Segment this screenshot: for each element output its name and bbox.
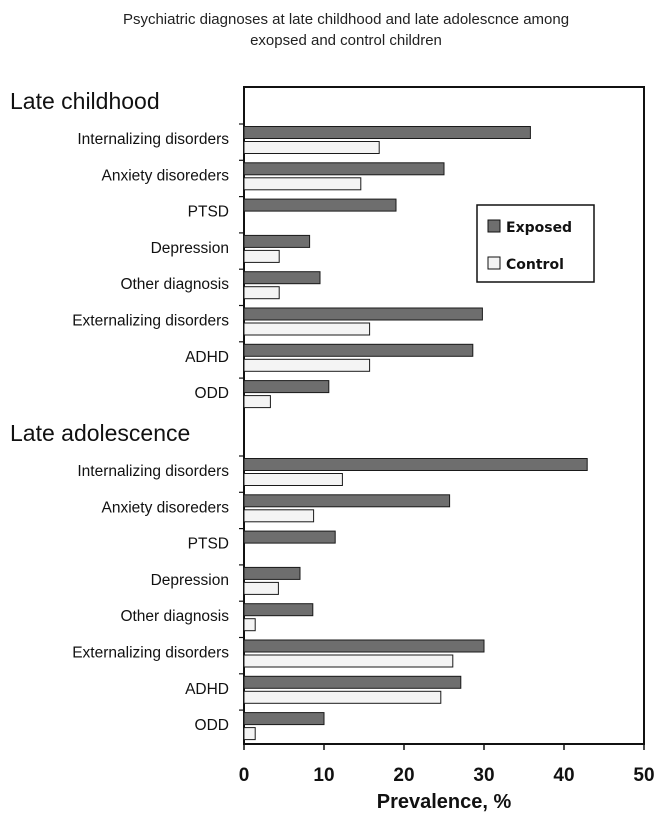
group-label-late-childhood: Late childhood	[10, 88, 160, 114]
category-labels-layer: Late childhood Internalizing disorders Anx…	[10, 88, 244, 734]
x-tick-label-10: 10	[313, 765, 334, 786]
bar-exposed-g0-externalizing-disorders	[243, 307, 483, 321]
bar-exposed-g1-adhd	[243, 675, 462, 689]
legend-swatch-control	[487, 256, 501, 270]
x-tick-label-20: 20	[393, 765, 414, 786]
bar-control-g0-odd	[243, 395, 271, 409]
bar-exposed-g1-externalizing-disorders	[243, 639, 485, 653]
x-tick-label-0: 0	[239, 765, 250, 786]
chart-title-line-2: exopsed and control children	[250, 32, 442, 49]
x-tick-label-50: 50	[633, 765, 654, 786]
bar-exposed-g0-adhd	[243, 343, 474, 357]
category-label-g1-ptsd: PTSD	[188, 536, 229, 553]
category-label-g0-internalizing-disorders: Internalizing disorders	[77, 131, 229, 148]
bar-exposed-g0-depression	[243, 234, 311, 248]
legend-label-control: Control	[506, 257, 564, 273]
category-label-g1-other-diagnosis: Other diagnosis	[120, 608, 229, 625]
bar-exposed-g0-odd	[243, 380, 330, 394]
legend: Exposed Control	[476, 204, 595, 283]
category-label-g0-ptsd: PTSD	[188, 204, 229, 221]
category-label-g1-anxiety-disoreders: Anxiety disoreders	[101, 499, 229, 516]
bar-control-g0-depression	[243, 249, 280, 263]
bar-exposed-g1-depression	[243, 566, 301, 580]
bar-control-g1-adhd	[243, 690, 442, 704]
bar-exposed-g0-other-diagnosis	[243, 271, 321, 285]
bar-control-g0-externalizing-disorders	[243, 322, 371, 336]
category-label-g1-odd: ODD	[195, 717, 229, 734]
bar-control-g1-depression	[243, 581, 279, 595]
chart-title-line-1: Psychiatric diagnoses at late childhood …	[123, 11, 569, 28]
category-label-g0-anxiety-disoreders: Anxiety disoreders	[101, 167, 229, 184]
bar-control-g0-adhd	[243, 358, 371, 372]
category-label-g1-adhd: ADHD	[185, 681, 229, 698]
bar-exposed-g1-other-diagnosis	[243, 603, 314, 617]
legend-label-exposed: Exposed	[506, 220, 572, 236]
category-label-g0-other-diagnosis: Other diagnosis	[120, 276, 229, 293]
bar-control-g1-other-diagnosis	[243, 618, 256, 632]
group-label-late-adolescence: Late adolescence	[10, 420, 190, 446]
category-label-g0-externalizing-disorders: Externalizing disorders	[72, 313, 229, 330]
bar-exposed-g0-anxiety-disoreders	[243, 162, 445, 176]
x-axis: 0 10 20 30 40 50	[239, 744, 655, 786]
category-label-g1-externalizing-disorders: Externalizing disorders	[72, 645, 229, 662]
category-label-g0-adhd: ADHD	[185, 349, 229, 366]
category-label-g1-internalizing-disorders: Internalizing disorders	[77, 463, 229, 480]
bar-exposed-g0-ptsd	[243, 198, 397, 212]
bar-control-g1-externalizing-disorders	[243, 654, 454, 668]
bar-control-g1-odd	[243, 727, 256, 741]
bar-control-g1-anxiety-disoreders	[243, 509, 315, 523]
x-axis-title: Prevalence, %	[377, 791, 512, 813]
bar-control-g0-anxiety-disoreders	[243, 177, 362, 191]
bars-layer	[243, 126, 588, 741]
bar-exposed-g1-anxiety-disoreders	[243, 494, 451, 508]
category-label-g0-odd: ODD	[195, 385, 229, 402]
bar-exposed-g0-internalizing-disorders	[243, 126, 531, 139]
bar-exposed-g1-odd	[243, 712, 325, 726]
bar-control-g0-internalizing-disorders	[243, 141, 380, 154]
x-tick-label-40: 40	[553, 765, 574, 786]
category-label-g1-depression: Depression	[151, 572, 229, 589]
bar-exposed-g1-internalizing-disorders	[243, 458, 588, 471]
bar-control-g0-other-diagnosis	[243, 286, 280, 300]
legend-swatch-exposed	[487, 219, 501, 233]
bar-control-g1-internalizing-disorders	[243, 473, 343, 486]
bar-exposed-g1-ptsd	[243, 530, 336, 544]
category-label-g0-depression: Depression	[151, 240, 229, 257]
plot-area-frame	[243, 86, 645, 745]
x-tick-label-30: 30	[473, 765, 494, 786]
